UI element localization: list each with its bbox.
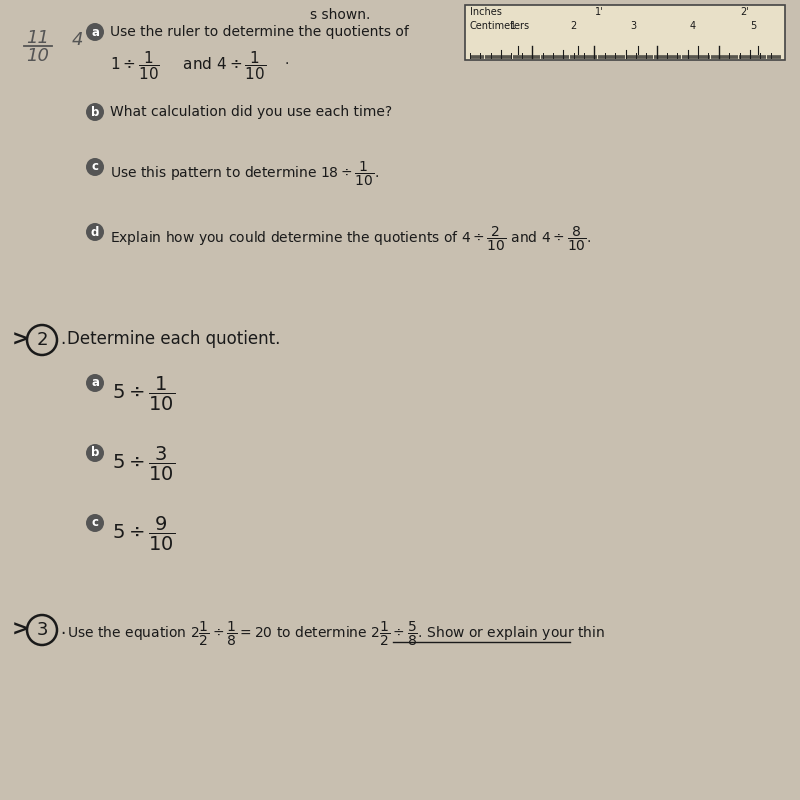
Text: Determine each quotient.: Determine each quotient. bbox=[67, 330, 280, 348]
Text: .: . bbox=[60, 620, 66, 638]
Text: and $4 \div \dfrac{1}{10}$: and $4 \div \dfrac{1}{10}$ bbox=[178, 49, 266, 82]
Text: 4: 4 bbox=[690, 21, 696, 31]
Text: Explain how you could determine the quotients of $4 \div \dfrac{2}{10}$ and $4 \: Explain how you could determine the quot… bbox=[110, 225, 591, 254]
Text: >: > bbox=[12, 620, 30, 640]
Circle shape bbox=[86, 103, 104, 121]
Text: Use the equation $2\dfrac{1}{2} \div \dfrac{1}{8} = 20$ to determine $2\dfrac{1}: Use the equation $2\dfrac{1}{2} \div \df… bbox=[67, 620, 606, 648]
Circle shape bbox=[86, 444, 104, 462]
Text: c: c bbox=[91, 517, 98, 530]
Circle shape bbox=[86, 23, 104, 41]
Text: d: d bbox=[91, 226, 99, 238]
Text: b: b bbox=[91, 446, 99, 459]
Text: What calculation did you use each time?: What calculation did you use each time? bbox=[110, 105, 392, 119]
Text: >: > bbox=[12, 330, 30, 350]
Text: b: b bbox=[91, 106, 99, 118]
Text: s shown.: s shown. bbox=[310, 8, 370, 22]
Text: 1': 1' bbox=[595, 7, 604, 17]
Text: Centimeters: Centimeters bbox=[470, 21, 530, 31]
Text: a: a bbox=[91, 26, 99, 38]
Text: 3: 3 bbox=[36, 621, 48, 639]
Text: 10: 10 bbox=[26, 47, 50, 65]
Text: Inches: Inches bbox=[470, 7, 502, 17]
Text: $1 \div \dfrac{1}{10}$: $1 \div \dfrac{1}{10}$ bbox=[110, 49, 160, 82]
Text: $5 \div \dfrac{9}{10}$: $5 \div \dfrac{9}{10}$ bbox=[112, 515, 175, 553]
Text: 2': 2' bbox=[740, 7, 749, 17]
Text: 2: 2 bbox=[570, 21, 576, 31]
Text: 2: 2 bbox=[36, 331, 48, 349]
Circle shape bbox=[86, 223, 104, 241]
Bar bbox=[465, 5, 785, 60]
Text: .: . bbox=[60, 330, 66, 348]
Text: Use the ruler to determine the quotients of: Use the ruler to determine the quotients… bbox=[110, 25, 409, 39]
Text: 5: 5 bbox=[750, 21, 756, 31]
Text: .: . bbox=[285, 53, 290, 67]
Text: c: c bbox=[91, 161, 98, 174]
Circle shape bbox=[86, 514, 104, 532]
Text: a: a bbox=[91, 377, 99, 390]
Circle shape bbox=[86, 158, 104, 176]
Circle shape bbox=[86, 374, 104, 392]
Text: 4: 4 bbox=[72, 31, 83, 49]
Text: $5 \div \dfrac{3}{10}$: $5 \div \dfrac{3}{10}$ bbox=[112, 445, 175, 483]
Text: 3: 3 bbox=[630, 21, 636, 31]
Text: 11: 11 bbox=[26, 29, 50, 47]
Text: 1: 1 bbox=[510, 21, 516, 31]
Text: $5 \div \dfrac{1}{10}$: $5 \div \dfrac{1}{10}$ bbox=[112, 375, 175, 413]
Text: Use this pattern to determine $18 \div \dfrac{1}{10}$.: Use this pattern to determine $18 \div \… bbox=[110, 160, 379, 188]
